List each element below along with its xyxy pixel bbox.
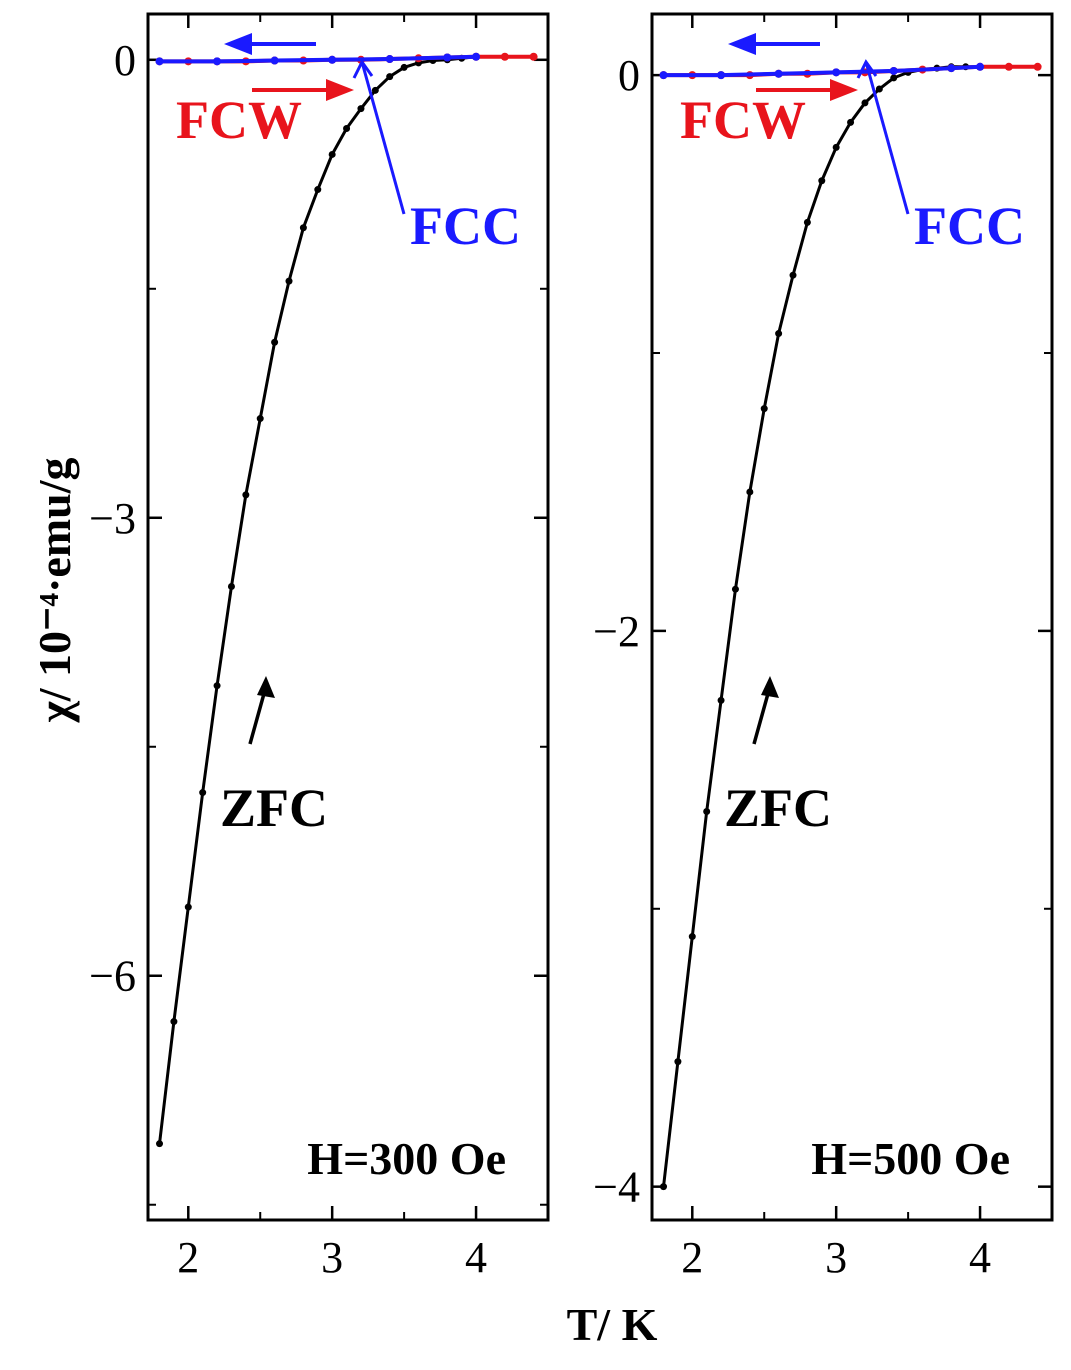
- fcw-arrowhead: [830, 79, 858, 101]
- fcw-label: FCW: [176, 90, 302, 150]
- data-point-fcw: [529, 52, 538, 61]
- data-point-zfc: [314, 186, 322, 194]
- data-point-zfc: [760, 405, 768, 413]
- data-point-fcc: [889, 66, 898, 75]
- data-point-zfc: [328, 150, 336, 158]
- data-point-zfc: [299, 224, 307, 232]
- fcc-label: FCC: [914, 196, 1025, 256]
- x-tick-label: 3: [825, 1233, 847, 1282]
- data-point-zfc: [170, 1018, 178, 1026]
- data-point-zfc: [674, 1058, 682, 1066]
- x-tick-label: 2: [177, 1233, 199, 1282]
- y-tick-label: 0: [618, 51, 640, 100]
- zfc-pointer-head: [761, 676, 779, 698]
- field-label: H=500 Oe: [811, 1133, 1010, 1184]
- data-point-fcc: [774, 69, 783, 78]
- fcw-arrowhead: [326, 79, 354, 101]
- data-point-zfc: [386, 73, 394, 81]
- data-point-zfc: [717, 696, 725, 704]
- data-point-zfc: [156, 1140, 164, 1148]
- data-point-fcw: [1033, 62, 1042, 71]
- fcc-pointer: [360, 61, 406, 215]
- y-tick-label: −4: [593, 1163, 640, 1212]
- field-label: H=300 Oe: [307, 1133, 506, 1184]
- data-point-fcc: [832, 68, 841, 77]
- y-axis-label: χ/ 10⁻⁴·emu/g: [29, 457, 80, 723]
- zfc-label: ZFC: [724, 778, 832, 838]
- data-point-fcw: [500, 52, 509, 61]
- data-point-zfc: [847, 118, 855, 126]
- data-point-zfc: [213, 682, 221, 690]
- fcc-pointer-head: [352, 59, 374, 79]
- data-point-zfc: [357, 105, 365, 113]
- data-point-fcc: [976, 62, 985, 71]
- data-point-fcc: [385, 55, 394, 64]
- panel-2: 2 3 4 0 −2 −4 FCW FCC ZFC H=500 Oe: [593, 12, 1054, 1282]
- data-point-zfc: [371, 86, 379, 94]
- y-tick-label: −3: [89, 494, 136, 543]
- fcc-arrowhead: [224, 33, 252, 55]
- data-point-zfc: [803, 218, 811, 226]
- data-point-zfc: [789, 271, 797, 279]
- data-point-fcw: [1004, 62, 1013, 71]
- data-point-zfc: [271, 338, 279, 346]
- y-tick-label: −2: [593, 607, 640, 656]
- data-point-fcc: [155, 57, 164, 66]
- plot-frame: [146, 12, 550, 1222]
- data-point-zfc: [818, 177, 826, 185]
- data-point-fcc: [328, 55, 337, 64]
- data-point-fcc: [270, 56, 279, 65]
- data-point-zfc: [703, 808, 711, 816]
- data-point-zfc: [890, 74, 898, 82]
- fcc-pointer: [864, 61, 910, 215]
- x-tick-label: 4: [969, 1233, 991, 1282]
- fcc-arrowhead: [728, 33, 756, 55]
- data-point-zfc: [343, 124, 351, 132]
- data-point-fcc: [443, 53, 452, 62]
- data-point-zfc: [199, 789, 207, 797]
- data-point-fcc: [659, 71, 668, 80]
- fcc-pointer-head: [856, 59, 878, 79]
- plot-frame: [650, 12, 1054, 1222]
- zfc-label: ZFC: [220, 778, 328, 838]
- x-axis-label: T/ K: [567, 1299, 658, 1350]
- data-point-zfc: [227, 582, 235, 590]
- zfc-pointer: [752, 689, 771, 745]
- y-tick-label: 0: [114, 36, 136, 85]
- series-line-fcc: [663, 64, 981, 78]
- x-tick-label: 4: [465, 1233, 487, 1282]
- data-point-zfc: [746, 488, 754, 496]
- fcc-label: FCC: [410, 196, 521, 256]
- data-point-fcc: [213, 57, 222, 66]
- data-point-zfc: [688, 933, 696, 941]
- data-point-zfc: [775, 330, 783, 338]
- data-point-zfc: [832, 143, 840, 151]
- y-tick-label: −6: [89, 952, 136, 1001]
- data-point-zfc: [660, 1183, 668, 1191]
- panel-1: 2 3 4 0 −3 −6 FCW FCC ZFC H=300 Oe: [89, 12, 550, 1282]
- data-point-zfc: [400, 63, 408, 71]
- data-point-zfc: [242, 491, 250, 499]
- data-point-zfc: [256, 415, 264, 423]
- data-point-fcc: [947, 64, 956, 73]
- data-point-zfc: [731, 585, 739, 593]
- data-point-zfc: [285, 277, 293, 285]
- fcw-label: FCW: [680, 90, 806, 150]
- data-point-zfc: [184, 903, 192, 911]
- zfc-pointer-head: [257, 676, 275, 698]
- data-point-fcc: [472, 52, 481, 61]
- zfc-pointer: [248, 689, 267, 745]
- x-tick-label: 2: [681, 1233, 703, 1282]
- data-point-zfc: [861, 99, 869, 107]
- data-point-zfc: [875, 85, 883, 93]
- x-tick-label: 3: [321, 1233, 343, 1282]
- data-point-fcc: [717, 71, 726, 80]
